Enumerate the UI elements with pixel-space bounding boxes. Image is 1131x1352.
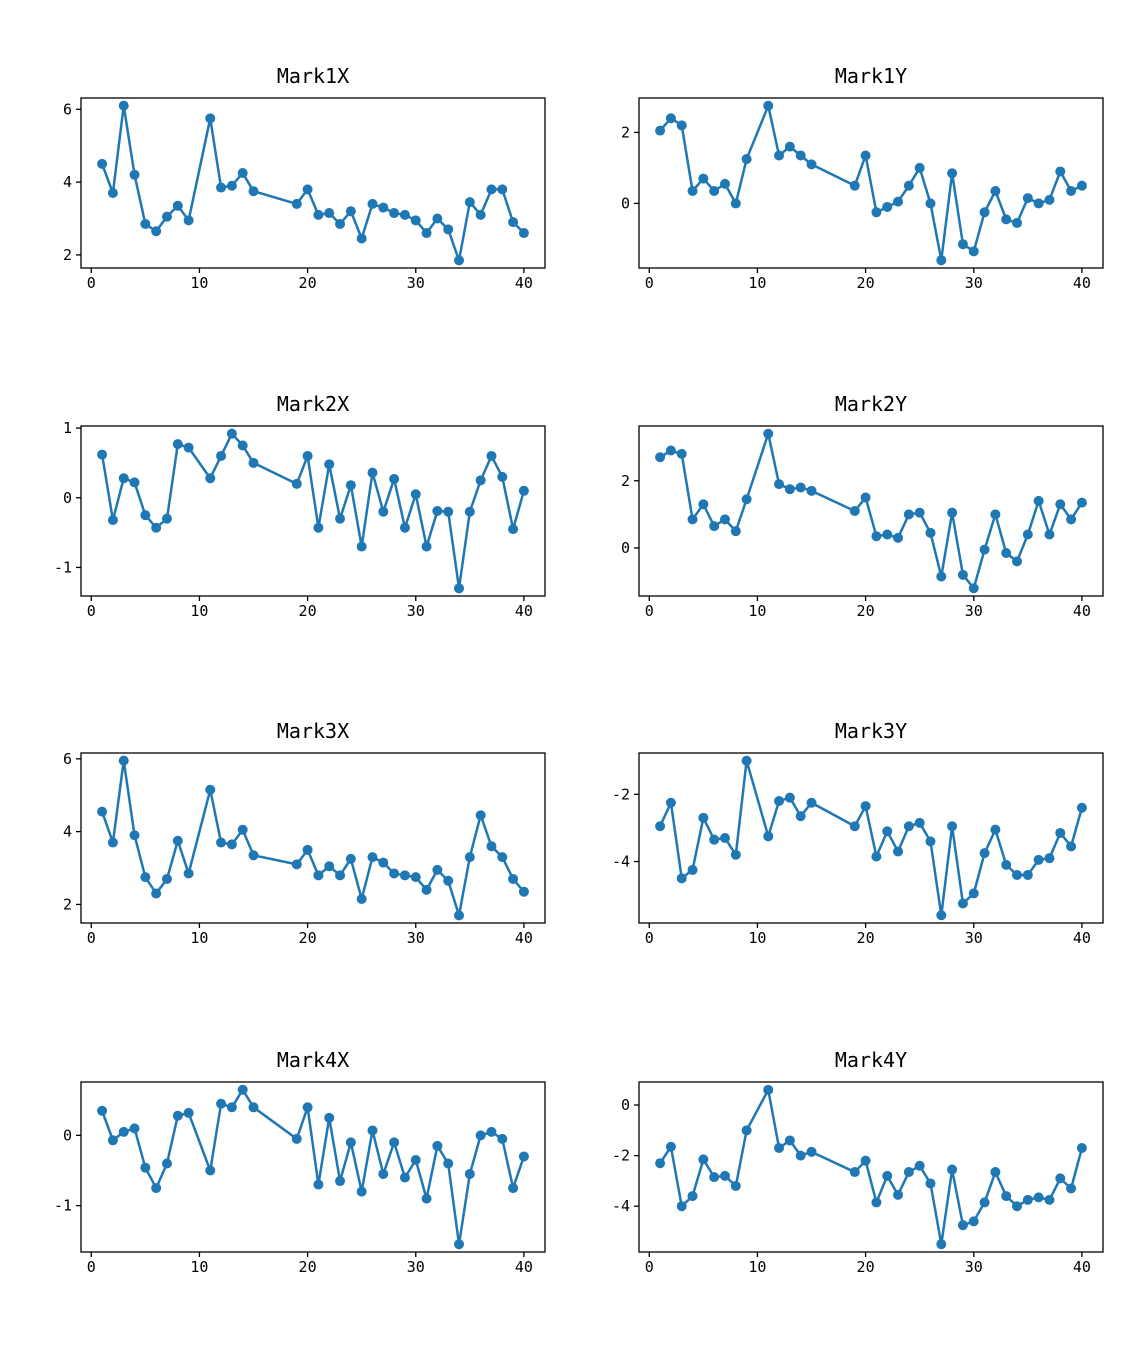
svg-text:30: 30 [965, 1258, 983, 1276]
svg-text:10: 10 [190, 1258, 208, 1276]
svg-text:30: 30 [407, 1258, 425, 1276]
line-chart-mark2x: 0 10 20 30 40 -1 0 1 [54, 419, 546, 620]
svg-text:40: 40 [1073, 929, 1091, 947]
svg-text:20: 20 [857, 274, 875, 292]
svg-text:6: 6 [63, 750, 72, 768]
svg-text:0: 0 [87, 929, 96, 947]
svg-text:40: 40 [1073, 602, 1091, 620]
chart-title-mark1y: Mark1Y [834, 64, 908, 88]
svg-text:0: 0 [63, 489, 72, 507]
svg-text:4: 4 [63, 173, 72, 191]
line-chart-mark3x: 0 10 20 30 40 2 4 6 [63, 750, 546, 947]
line-chart-mark2y: 0 10 20 30 40 0 2 [621, 425, 1104, 620]
svg-text:40: 40 [1073, 1258, 1091, 1276]
svg-text:20: 20 [299, 602, 317, 620]
svg-text:0: 0 [621, 194, 630, 212]
svg-text:6: 6 [63, 100, 72, 118]
line-chart-mark1x: 0 10 20 30 40 2 4 6 [63, 97, 546, 292]
svg-text:40: 40 [515, 929, 533, 947]
svg-text:0: 0 [87, 602, 96, 620]
line-chart-mark4x: 0 10 20 30 40 -1 0 [54, 1081, 546, 1276]
svg-text:10: 10 [748, 602, 766, 620]
svg-text:0: 0 [621, 539, 630, 557]
chart-title-mark2y: Mark2Y [834, 392, 908, 416]
chart-title-mark1x: Mark1X [276, 64, 350, 88]
svg-text:40: 40 [515, 274, 533, 292]
svg-text:30: 30 [407, 602, 425, 620]
svg-text:10: 10 [190, 274, 208, 292]
svg-text:-4: -4 [612, 1197, 630, 1215]
svg-text:2: 2 [621, 472, 630, 490]
svg-text:0: 0 [645, 929, 654, 947]
chart-title-mark3x: Mark3X [276, 719, 350, 743]
svg-text:0: 0 [621, 1096, 630, 1114]
chart-title-mark2x: Mark2X [276, 392, 350, 416]
svg-text:20: 20 [299, 929, 317, 947]
svg-text:2: 2 [63, 895, 72, 913]
svg-text:10: 10 [748, 1258, 766, 1276]
svg-text:4: 4 [63, 823, 72, 841]
svg-text:-2: -2 [612, 785, 630, 803]
svg-text:0: 0 [87, 1258, 96, 1276]
svg-text:0: 0 [63, 1126, 72, 1144]
svg-text:0: 0 [645, 274, 654, 292]
svg-text:-1: -1 [54, 1197, 72, 1215]
svg-text:0: 0 [87, 274, 96, 292]
svg-text:10: 10 [748, 929, 766, 947]
svg-text:30: 30 [965, 602, 983, 620]
svg-text:30: 30 [965, 929, 983, 947]
chart-title-mark4y: Mark4Y [834, 1048, 908, 1072]
svg-text:20: 20 [857, 1258, 875, 1276]
chart-title-mark3y: Mark3Y [834, 719, 908, 743]
svg-text:30: 30 [407, 929, 425, 947]
line-chart-mark3y: 0 10 20 30 40 -4 -2 [612, 752, 1104, 947]
line-chart-mark4y: 0 10 20 30 40 -4 -2 0 [612, 1081, 1104, 1276]
svg-text:30: 30 [407, 274, 425, 292]
svg-text:1: 1 [63, 419, 72, 437]
svg-text:20: 20 [857, 602, 875, 620]
svg-text:0: 0 [645, 1258, 654, 1276]
svg-text:40: 40 [515, 1258, 533, 1276]
svg-text:2: 2 [63, 246, 72, 264]
svg-text:20: 20 [857, 929, 875, 947]
svg-text:0: 0 [645, 602, 654, 620]
svg-text:40: 40 [515, 602, 533, 620]
svg-text:-1: -1 [54, 558, 72, 576]
svg-text:10: 10 [190, 929, 208, 947]
svg-text:-2: -2 [612, 1147, 630, 1165]
svg-text:30: 30 [965, 274, 983, 292]
svg-text:2: 2 [621, 123, 630, 141]
svg-text:10: 10 [748, 274, 766, 292]
svg-text:20: 20 [299, 274, 317, 292]
chart-title-mark4x: Mark4X [276, 1048, 350, 1072]
svg-text:40: 40 [1073, 274, 1091, 292]
svg-text:-4: -4 [612, 853, 630, 871]
svg-text:20: 20 [299, 1258, 317, 1276]
svg-text:10: 10 [190, 602, 208, 620]
line-chart-mark1y: 0 10 20 30 40 0 2 [621, 97, 1104, 292]
